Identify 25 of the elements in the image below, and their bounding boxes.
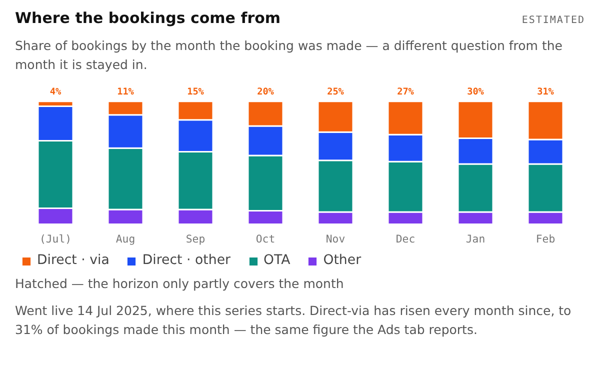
data-label: 15% xyxy=(187,86,204,98)
text: Went live 14 Jul 2025, where this series starts. Direct-via has risen every month since, to 31% of bookings made this month — the same figure the Ads tab reports. xyxy=(15,302,572,339)
x-tick-label: Feb xyxy=(536,232,556,246)
data-label: 30% xyxy=(467,86,484,98)
x-tick-label: Nov xyxy=(326,232,346,246)
x-tick-label: Aug xyxy=(116,232,136,246)
x-tick-label: Sep xyxy=(186,232,206,246)
legend-label: Other xyxy=(323,253,362,268)
data-label: 27% xyxy=(397,86,414,98)
text: Hatched — the horizon only partly covers the month xyxy=(15,275,345,293)
data-label: 4% xyxy=(50,86,62,98)
data-label: 31% xyxy=(537,86,554,98)
data-label: 11% xyxy=(117,86,134,98)
x-tick-label: Jan xyxy=(466,232,486,246)
x-tick-label: Dec xyxy=(396,232,416,246)
legend-label: OTA xyxy=(264,253,290,268)
chart-title: Where the bookings come from xyxy=(15,8,281,29)
legend-label: Direct · other xyxy=(142,253,230,268)
text: ESTIMATED xyxy=(522,14,585,28)
x-tick-label: Oct xyxy=(256,232,276,246)
data-label: 25% xyxy=(327,86,344,98)
legend-label: Direct · via xyxy=(37,253,110,268)
chart-subtitle: Share of bookings by the month the booking was made — a different question from the month it is stayed in. xyxy=(15,37,564,74)
data-label: 20% xyxy=(257,86,274,98)
x-tick-label: (Jul) xyxy=(39,232,72,246)
